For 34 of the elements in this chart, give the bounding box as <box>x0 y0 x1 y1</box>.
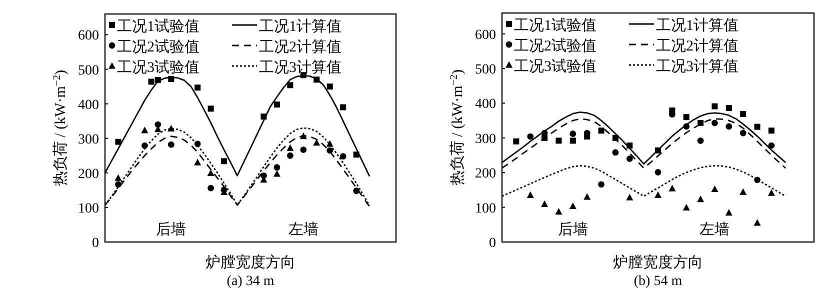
legend-label: 工况3计算值 <box>656 58 738 75</box>
y-tick-label: 200 <box>78 166 99 182</box>
y-tick-label: 300 <box>78 132 99 148</box>
legend-label: 工况1计算值 <box>259 18 342 35</box>
legend-label: 工况2试验值 <box>117 38 200 56</box>
text: (b) 54 m <box>634 274 682 289</box>
text: (a) 34 m <box>226 274 274 289</box>
y-tick-label: 600 <box>475 28 496 43</box>
y-tick-label: 0 <box>92 236 99 251</box>
x-axis-title: 炉膛宽度方向 <box>206 254 296 271</box>
annotation: 后墙 <box>558 221 588 238</box>
y-tick-label: 100 <box>475 201 496 216</box>
annotation: 左墙 <box>700 221 730 238</box>
y-tick-label: 500 <box>78 63 99 78</box>
legend-label: 工况1试验值 <box>514 17 596 34</box>
y-tick-label: 300 <box>475 132 496 147</box>
y-tick-label: 400 <box>78 98 99 113</box>
annotation: 左墙 <box>288 221 318 238</box>
y-tick-label: 500 <box>475 62 496 78</box>
legend-label: 工况2试验值 <box>514 38 596 54</box>
legend-label: 工况3计算值 <box>259 59 342 76</box>
x-axis-title: 炉膛宽度方向 <box>613 254 703 271</box>
y-tick-label: 100 <box>78 201 99 216</box>
legend-label: 工况2计算值 <box>259 38 342 56</box>
legend-label: 工况2计算值 <box>656 38 738 54</box>
legend-label: 工况3试验值 <box>514 58 596 75</box>
legend-label: 工况1计算值 <box>656 17 738 34</box>
y-tick-label: 0 <box>489 236 496 251</box>
annotation: 后墙 <box>156 221 186 238</box>
legend-label: 工况3试验值 <box>117 59 200 76</box>
legend-label: 工况1试验值 <box>117 18 200 35</box>
y-tick-label: 400 <box>475 97 496 112</box>
y-tick-label: 200 <box>475 166 496 182</box>
y-tick-label: 600 <box>78 28 99 44</box>
